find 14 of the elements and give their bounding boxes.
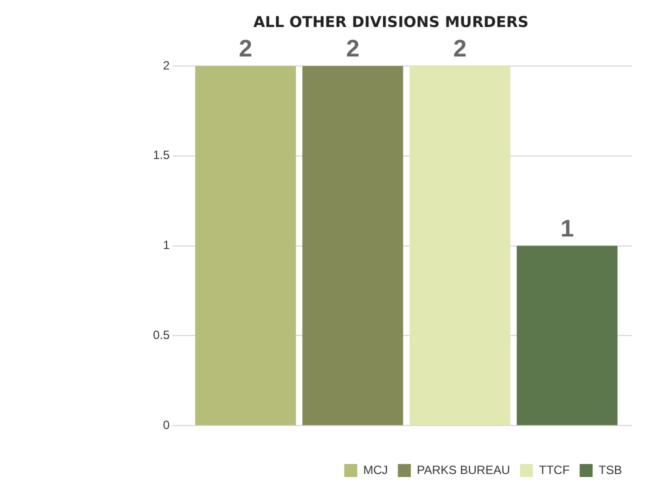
chart-title: ALL OTHER DIVISIONS MURDERS (253, 12, 529, 31)
y-tick-label: 0 (162, 418, 170, 432)
legend-label: PARKS BUREAU (416, 462, 510, 477)
legend-label: TSB (598, 462, 622, 477)
data-label: 2 (346, 36, 360, 63)
data-label: 1 (560, 215, 574, 242)
y-tick-label: 2 (162, 58, 170, 72)
data-label: 2 (453, 36, 467, 63)
y-tick-label: 1 (162, 238, 170, 252)
legend-label: MCJ (363, 462, 388, 477)
data-label: 2 (238, 36, 252, 63)
y-tick-label: 1.5 (152, 148, 170, 162)
legend-label: TTCF (539, 462, 570, 477)
y-tick-label: 0.5 (152, 328, 170, 342)
